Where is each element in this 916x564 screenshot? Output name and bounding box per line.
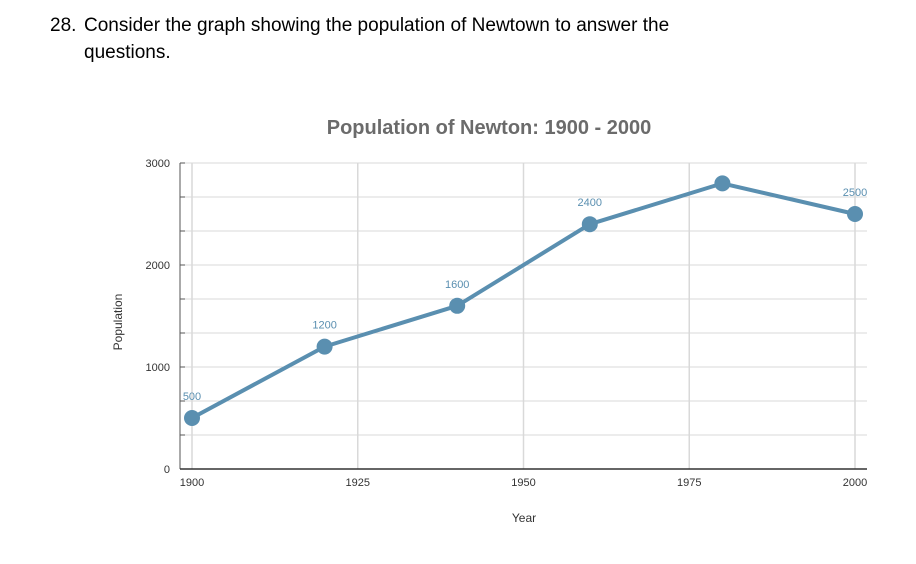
- data-label: 2400: [578, 197, 602, 209]
- data-point: [847, 206, 863, 222]
- question-prompt: Consider the graph showing the populatio…: [84, 15, 670, 36]
- x-tick-label: 1900: [180, 477, 204, 489]
- data-point: [449, 297, 466, 314]
- data-label: 1200: [312, 320, 336, 332]
- question-text: 28. Consider the graph showing the popula…: [50, 12, 870, 66]
- question-line-2: questions.: [84, 42, 171, 63]
- data-point: [581, 216, 598, 233]
- chart-series: 500 1200 1600 2400 2500: [183, 175, 867, 426]
- x-axis-label: Year: [512, 511, 536, 525]
- chart-axes: [179, 162, 867, 470]
- y-tick-label: 3000: [146, 158, 170, 170]
- question-line-1: 28. Consider the graph showing the popula…: [50, 12, 870, 39]
- data-label: 2500: [843, 187, 867, 199]
- y-tick-label: 0: [164, 464, 170, 476]
- chart-grid: [180, 162, 867, 470]
- data-point: [316, 338, 333, 355]
- x-tick-label: 1925: [346, 477, 370, 489]
- x-tick-label: 2000: [843, 477, 867, 489]
- data-point: [184, 410, 200, 426]
- chart-tick-labels: 0 1000 2000 3000 1900 1925 1950 1975 2000: [146, 158, 868, 489]
- data-point: [714, 175, 731, 192]
- y-tick-label: 2000: [146, 260, 170, 272]
- x-tick-label: 1950: [511, 477, 535, 489]
- x-tick-label: 1975: [677, 477, 701, 489]
- y-tick-label: 1000: [146, 362, 170, 374]
- data-label: 1600: [445, 279, 469, 291]
- y-axis-label: Population: [111, 294, 125, 351]
- data-label: 500: [183, 391, 201, 403]
- series-line: [191, 181, 856, 420]
- chart-title: Population of Newton: 1900 - 2000: [327, 117, 652, 139]
- question-number: 28.: [50, 15, 77, 36]
